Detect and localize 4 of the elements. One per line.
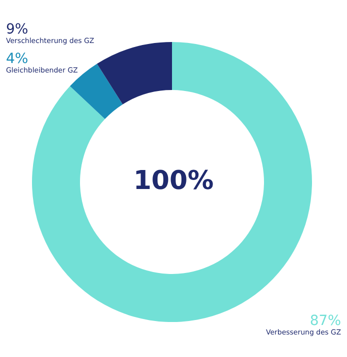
data-label: 87%	[310, 312, 341, 329]
text: 100%	[133, 166, 214, 196]
data-label: 9%	[6, 22, 28, 38]
data-label: 4%	[6, 51, 28, 68]
